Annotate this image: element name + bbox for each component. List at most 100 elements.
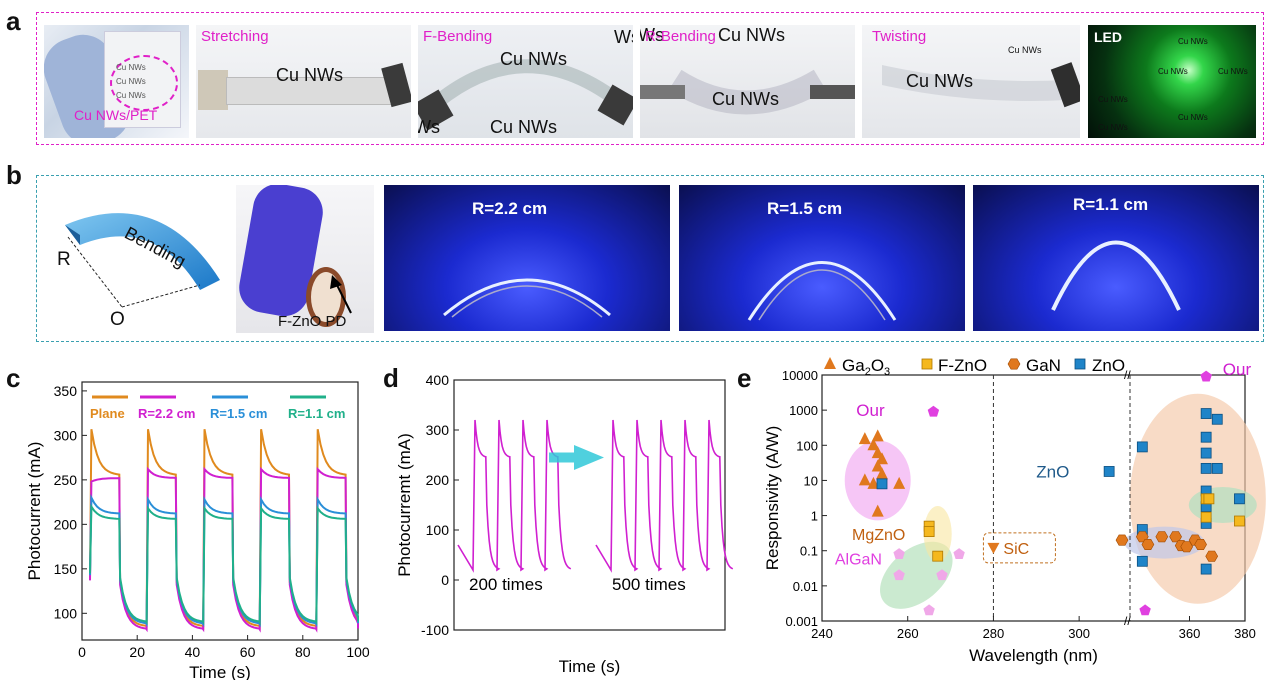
- caption-twisting: Twisting: [872, 28, 926, 45]
- y-tick-label: 0: [441, 572, 449, 588]
- radius-label: R: [57, 249, 71, 271]
- y-tick-label: 150: [54, 561, 78, 577]
- chart-responsivity-wavelength: // // 0.001 0.01 0.1 1 10 100 1000 10000 240 260 280…: [740, 355, 1269, 680]
- label-our-right: Our: [1223, 360, 1252, 379]
- sic-point: [987, 543, 999, 554]
- legend-label: R=1.5 cm: [210, 406, 267, 421]
- x-tick-label: 380: [1234, 626, 1256, 641]
- fzno-point: [1201, 512, 1211, 522]
- panel-b-label: b: [6, 160, 22, 191]
- y-tick-label: 10: [804, 473, 818, 488]
- chart-photocurrent-cycles: -100 0 100 200 300 400 Time (s) Photocurremt (m…: [380, 360, 740, 680]
- fzno-point: [924, 527, 934, 537]
- led-sample-label: Cu NWs: [1178, 37, 1208, 46]
- chart-photocurrent-bending: 0 20 40 60 80 100 100 150 200 250 300 350 Time (s) Ph…: [0, 360, 370, 680]
- y-tick-label: 0.01: [793, 579, 818, 594]
- y-tick-label: -100: [421, 622, 449, 638]
- y-tick-label: 350: [54, 383, 78, 399]
- zno-point: [1212, 463, 1222, 473]
- fzno-point: [933, 551, 943, 561]
- y-axis-label: Responsivity (A/W): [763, 426, 782, 571]
- y-tick-label: 200: [426, 472, 450, 488]
- y-tick-label: 300: [426, 422, 450, 438]
- y-tick-label: 100: [796, 438, 818, 453]
- x-axis-label: Time (s): [559, 657, 621, 676]
- sample-label-2: Cu NWs: [712, 89, 779, 110]
- radius-caption: R=2.2 cm: [472, 199, 547, 219]
- x-tick-label: 240: [811, 626, 833, 641]
- series-line-500: [596, 420, 733, 570]
- x-tick-label: 40: [185, 644, 201, 660]
- x-axis-label: Time (s): [189, 663, 251, 680]
- legend-fzno-label: F-ZnO: [938, 356, 987, 375]
- photo-radius-2-2: R=2.2 cm: [384, 185, 670, 331]
- y-tick-label: 300: [54, 427, 78, 443]
- photo-cu-nws-pet: Cu NWs Cu NWs Cu NWs Cu NWs/PET: [44, 25, 189, 138]
- zno-point: [1104, 466, 1114, 476]
- photo-f-zno-pd: F-ZnO PD: [236, 185, 374, 333]
- x-tick-label: 60: [240, 644, 256, 660]
- zno-point: [1201, 564, 1211, 574]
- radius-caption: R=1.5 cm: [767, 199, 842, 219]
- caption-f-bending: F-Bending: [423, 28, 492, 45]
- series-line-200: [458, 420, 571, 570]
- zno-point: [1234, 494, 1244, 504]
- x-tick-label: 80: [295, 644, 311, 660]
- zno-point: [1201, 432, 1211, 442]
- sample-label-4: Ws: [614, 27, 633, 48]
- gan-point: [1206, 551, 1218, 561]
- x-tick-label: 260: [897, 626, 919, 641]
- sample-label: Cu NWs: [500, 49, 567, 70]
- label-mgzno: MgZnO: [852, 527, 905, 544]
- x-tick-label: 20: [129, 644, 145, 660]
- our-point: [1200, 371, 1212, 382]
- photo-twisting: Cu NWs Cu NWs Twisting: [862, 25, 1080, 138]
- zno-point: [1201, 448, 1211, 458]
- led-sample-label: Cu NWs: [1218, 67, 1248, 76]
- caption-led: LED: [1094, 29, 1122, 45]
- ga2o3-point: [859, 432, 871, 444]
- legend-zno-label: ZnO: [1092, 356, 1125, 375]
- y-tick-label: 10000: [782, 368, 818, 383]
- our-point: [928, 406, 939, 417]
- y-tick-label: 1: [811, 509, 818, 524]
- sample-label: Cu NWs: [276, 65, 343, 86]
- series-line-3: [90, 507, 358, 623]
- legend-gan-label: GaN: [1026, 356, 1061, 375]
- fzno-cluster-ellipse: [1189, 487, 1257, 523]
- sample-label-2: Cu NWs: [490, 117, 557, 138]
- algan-point: [893, 548, 904, 559]
- origin-label: O: [110, 309, 125, 331]
- gan-point: [1195, 539, 1207, 549]
- our-point: [1139, 604, 1150, 615]
- label-sic: SiC: [1003, 541, 1029, 558]
- caption-r-bending: R-Bending: [645, 28, 716, 45]
- sample-label: Cu NWs: [718, 25, 785, 46]
- zno-point: [1137, 442, 1147, 452]
- legend-ga2o3-marker: [824, 357, 836, 369]
- photo-radius-1-1: R=1.1 cm: [973, 185, 1259, 331]
- caption-stretching: Stretching: [201, 28, 269, 45]
- photo-stretching: Cu NWs Stretching: [196, 25, 411, 138]
- label-zno: ZnO: [1036, 462, 1069, 481]
- legend-label: R=2.2 cm: [138, 406, 195, 421]
- device-label: F-ZnO PD: [278, 313, 346, 330]
- annotation-500: 500 times: [612, 575, 686, 594]
- x-tick-label: 280: [983, 626, 1005, 641]
- y-tick-label: 200: [54, 516, 78, 532]
- x-tick-label: 300: [1068, 626, 1090, 641]
- x-tick-label: 0: [78, 644, 86, 660]
- label-algan: AlGaN: [835, 552, 882, 569]
- gan-point: [1116, 535, 1128, 545]
- sample-label-3: Ws: [418, 117, 440, 138]
- panel-a-label: a: [6, 6, 20, 37]
- legend-label: R=1.1 cm: [288, 406, 345, 421]
- label-our-left: Our: [856, 401, 885, 420]
- zno-point: [1212, 414, 1222, 424]
- sample-label: Cu NWs: [906, 71, 973, 92]
- photo-r-bending: Cu NWs Cu NWs Ws R-Bending: [640, 25, 855, 138]
- legend-fzno-marker: [922, 359, 932, 369]
- led-sample-label: Cu NWs: [1098, 123, 1128, 132]
- y-tick-label: 250: [54, 472, 78, 488]
- y-tick-label: 100: [54, 605, 78, 621]
